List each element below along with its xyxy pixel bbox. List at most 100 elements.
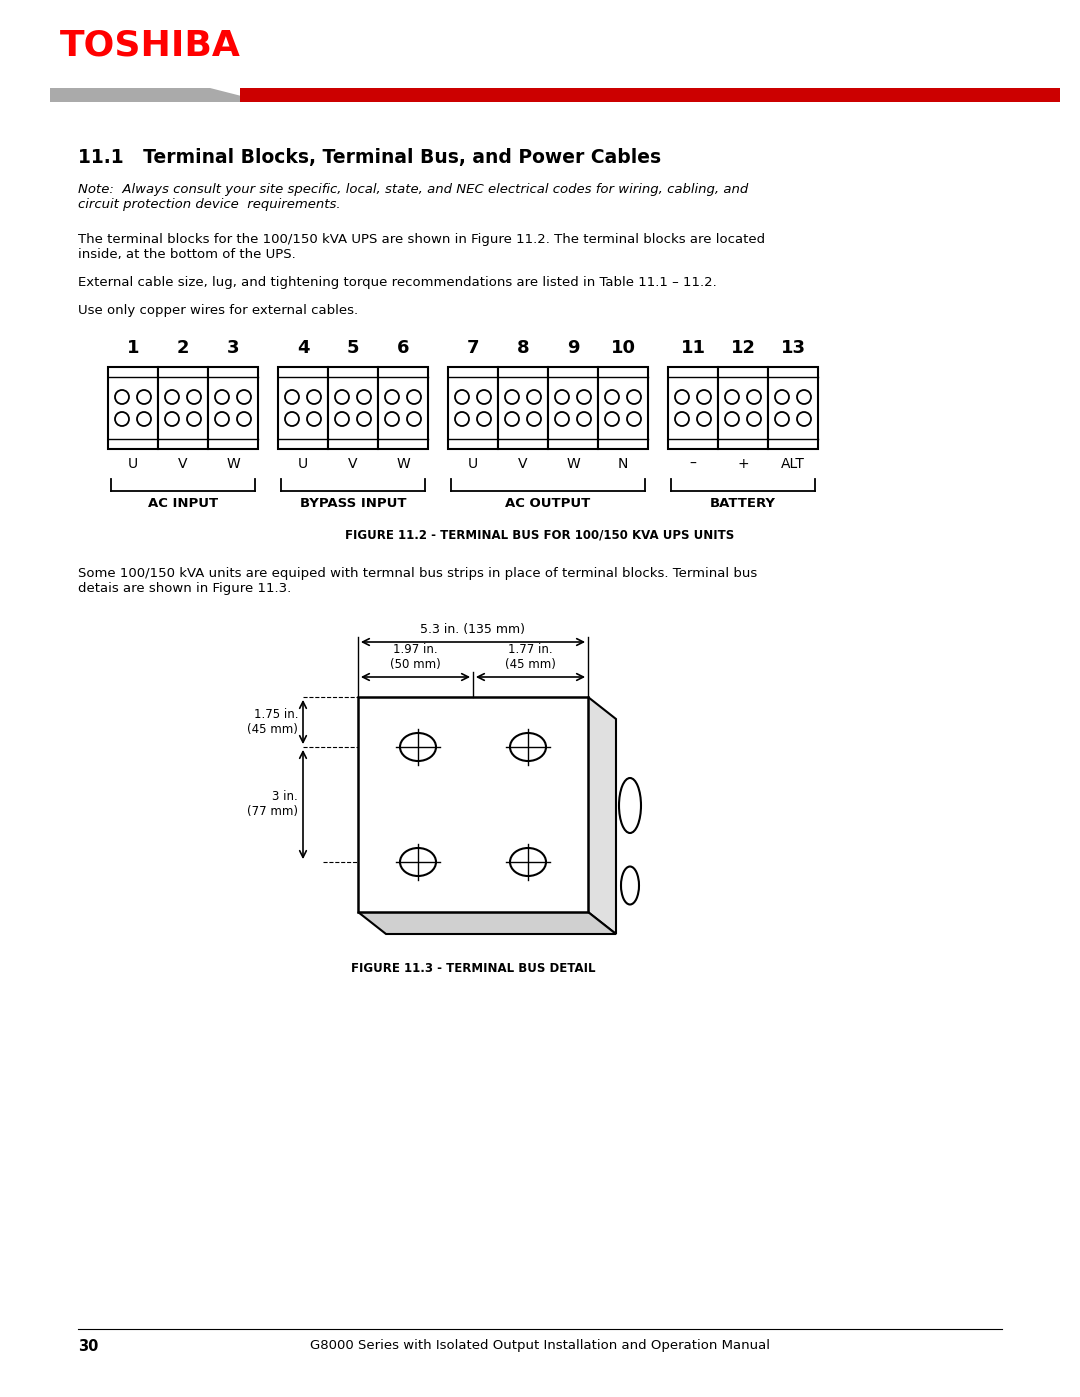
- Circle shape: [384, 390, 399, 404]
- Text: Some 100/150 kVA units are equiped with termnal bus strips in place of terminal : Some 100/150 kVA units are equiped with …: [78, 567, 757, 595]
- Circle shape: [137, 412, 151, 426]
- Text: 8: 8: [516, 339, 529, 358]
- Text: U: U: [127, 457, 138, 471]
- Text: 2: 2: [177, 339, 189, 358]
- Text: ALT: ALT: [781, 457, 805, 471]
- Text: 5: 5: [347, 339, 360, 358]
- Circle shape: [455, 412, 469, 426]
- Circle shape: [775, 390, 789, 404]
- Circle shape: [775, 412, 789, 426]
- Bar: [278, 367, 328, 448]
- Circle shape: [307, 412, 321, 426]
- Circle shape: [285, 390, 299, 404]
- Circle shape: [797, 390, 811, 404]
- Circle shape: [627, 412, 642, 426]
- Bar: [768, 367, 818, 448]
- Text: 7: 7: [467, 339, 480, 358]
- Circle shape: [725, 390, 739, 404]
- Text: BYPASS INPUT: BYPASS INPUT: [300, 497, 406, 510]
- Polygon shape: [240, 88, 1059, 102]
- Circle shape: [527, 390, 541, 404]
- Bar: [718, 367, 768, 448]
- Text: 30: 30: [78, 1338, 98, 1354]
- Bar: [498, 367, 548, 448]
- Circle shape: [477, 390, 491, 404]
- Text: 10: 10: [610, 339, 635, 358]
- Circle shape: [335, 390, 349, 404]
- Text: V: V: [348, 457, 357, 471]
- Text: G8000 Series with Isolated Output Installation and Operation Manual: G8000 Series with Isolated Output Instal…: [310, 1338, 770, 1352]
- Text: 1.75 in.
(45 mm): 1.75 in. (45 mm): [247, 708, 298, 736]
- Circle shape: [187, 390, 201, 404]
- Circle shape: [555, 412, 569, 426]
- Text: V: V: [518, 457, 528, 471]
- Circle shape: [627, 390, 642, 404]
- Text: Note:  Always consult your site specific, local, state, and NEC electrical codes: Note: Always consult your site specific,…: [78, 183, 748, 211]
- Text: 1.97 in.
(50 mm): 1.97 in. (50 mm): [390, 643, 441, 671]
- Bar: [669, 367, 718, 448]
- Circle shape: [555, 390, 569, 404]
- Circle shape: [285, 412, 299, 426]
- Circle shape: [477, 412, 491, 426]
- Circle shape: [187, 412, 201, 426]
- Ellipse shape: [621, 866, 639, 904]
- Bar: [158, 367, 208, 448]
- Text: –: –: [689, 457, 697, 471]
- Text: 11: 11: [680, 339, 705, 358]
- Text: 4: 4: [297, 339, 309, 358]
- Circle shape: [797, 412, 811, 426]
- Text: 3: 3: [227, 339, 240, 358]
- Text: W: W: [226, 457, 240, 471]
- Text: U: U: [468, 457, 478, 471]
- Ellipse shape: [510, 848, 546, 876]
- Polygon shape: [357, 912, 616, 935]
- Text: 12: 12: [730, 339, 756, 358]
- Bar: [357, 697, 588, 912]
- Circle shape: [675, 390, 689, 404]
- Polygon shape: [588, 697, 616, 935]
- Text: W: W: [396, 457, 410, 471]
- Text: 9: 9: [567, 339, 579, 358]
- Text: BATTERY: BATTERY: [710, 497, 777, 510]
- Circle shape: [605, 412, 619, 426]
- Circle shape: [747, 390, 761, 404]
- Circle shape: [725, 412, 739, 426]
- Ellipse shape: [510, 733, 546, 761]
- Circle shape: [237, 390, 251, 404]
- Circle shape: [237, 412, 251, 426]
- Bar: [548, 367, 598, 448]
- Text: 1.77 in.
(45 mm): 1.77 in. (45 mm): [505, 643, 556, 671]
- Ellipse shape: [400, 733, 436, 761]
- Polygon shape: [50, 88, 265, 102]
- Text: 13: 13: [781, 339, 806, 358]
- Text: 11.1   Terminal Blocks, Terminal Bus, and Power Cables: 11.1 Terminal Blocks, Terminal Bus, and …: [78, 148, 661, 168]
- Circle shape: [505, 390, 519, 404]
- Text: 1: 1: [126, 339, 139, 358]
- Bar: [208, 367, 258, 448]
- Circle shape: [455, 390, 469, 404]
- Circle shape: [137, 390, 151, 404]
- Text: +: +: [738, 457, 748, 471]
- Text: 5.3 in. (135 mm): 5.3 in. (135 mm): [420, 623, 526, 636]
- Circle shape: [215, 390, 229, 404]
- Circle shape: [165, 390, 179, 404]
- Text: W: W: [566, 457, 580, 471]
- Bar: [598, 367, 648, 448]
- Text: FIGURE 11.3 - TERMINAL BUS DETAIL: FIGURE 11.3 - TERMINAL BUS DETAIL: [351, 963, 595, 975]
- Text: U: U: [298, 457, 308, 471]
- Text: The terminal blocks for the 100/150 kVA UPS are shown in Figure 11.2. The termin: The terminal blocks for the 100/150 kVA …: [78, 233, 765, 261]
- Circle shape: [357, 390, 372, 404]
- Text: 3 in.
(77 mm): 3 in. (77 mm): [247, 791, 298, 819]
- Circle shape: [215, 412, 229, 426]
- Circle shape: [505, 412, 519, 426]
- Text: FIGURE 11.2 - TERMINAL BUS FOR 100/150 KVA UPS UNITS: FIGURE 11.2 - TERMINAL BUS FOR 100/150 K…: [346, 529, 734, 542]
- Text: AC OUTPUT: AC OUTPUT: [505, 497, 591, 510]
- Text: External cable size, lug, and tightening torque recommendations are listed in Ta: External cable size, lug, and tightening…: [78, 277, 717, 289]
- Circle shape: [697, 390, 711, 404]
- Circle shape: [697, 412, 711, 426]
- Circle shape: [307, 390, 321, 404]
- Circle shape: [335, 412, 349, 426]
- Bar: [378, 367, 428, 448]
- Circle shape: [407, 412, 421, 426]
- Circle shape: [407, 390, 421, 404]
